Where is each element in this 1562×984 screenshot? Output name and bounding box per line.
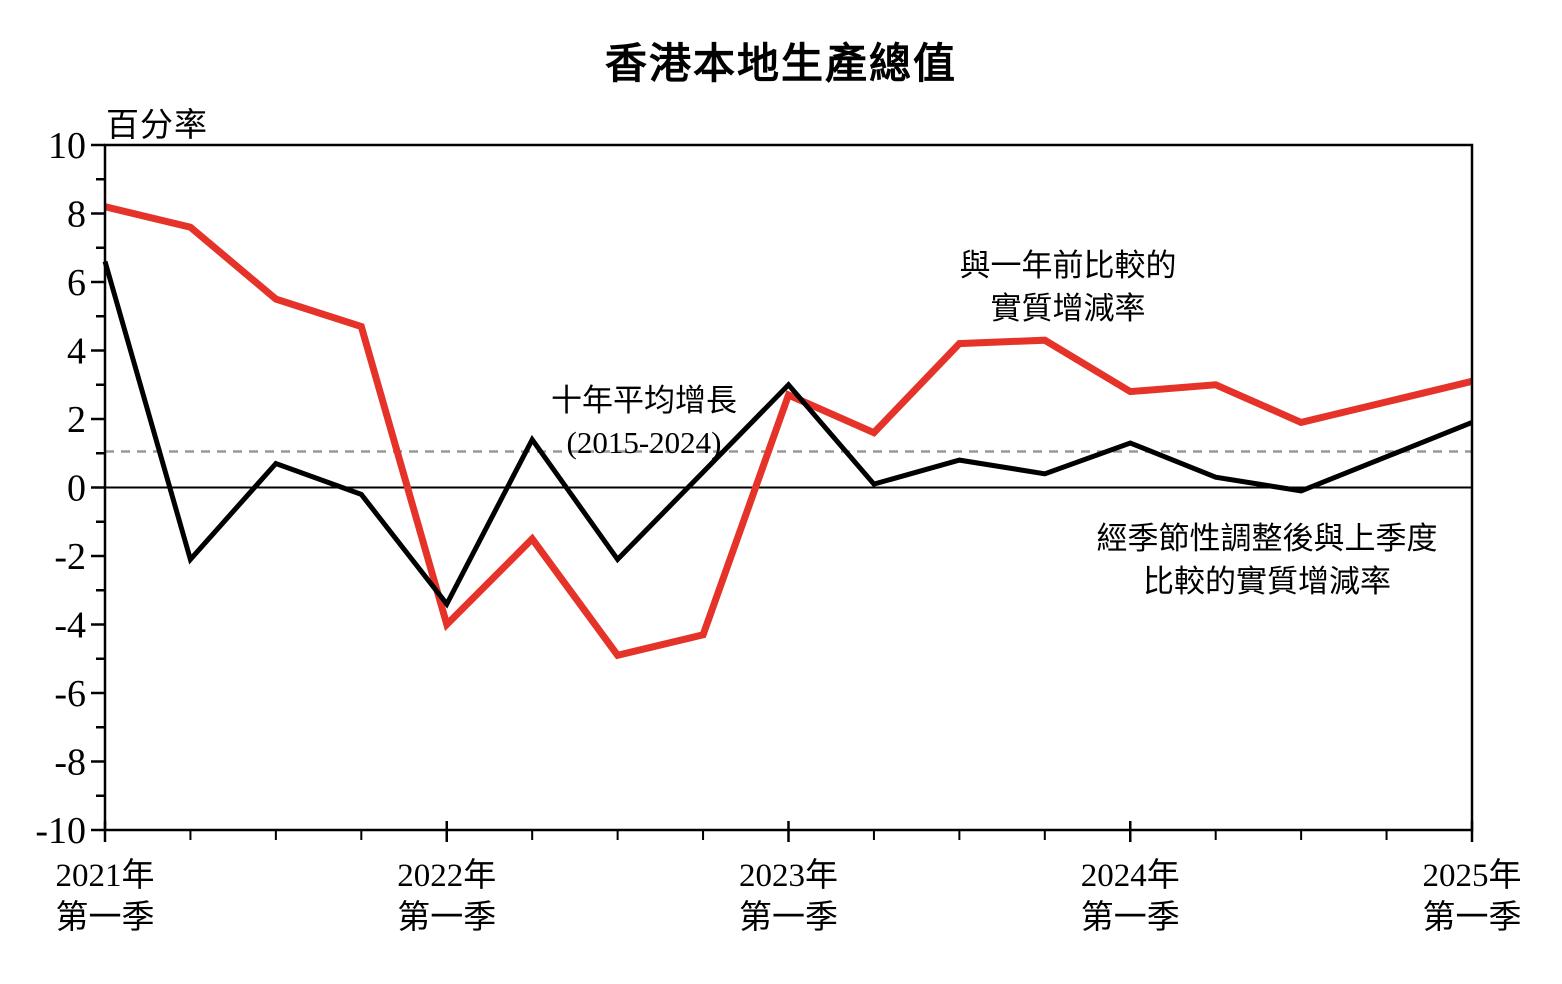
y-axis-tick-label: -4: [54, 605, 86, 647]
x-axis-quarter-label: 第一季: [56, 899, 155, 936]
x-axis-year-label: 2024年: [1081, 857, 1180, 894]
y-axis-tick-label: 2: [67, 399, 86, 441]
y-axis-tick-label: 6: [67, 262, 86, 304]
x-axis-quarter-label: 第一季: [739, 899, 838, 936]
series-yoy-line: [104, 203, 1473, 660]
y-axis-tick-label: -10: [35, 810, 86, 852]
chart-title: 香港本地生產總值: [604, 42, 957, 88]
series-qoq-line: [102, 260, 1473, 609]
annotation-line: 十年平均增長: [551, 383, 737, 418]
x-axis-year-label: 2023年: [739, 857, 838, 894]
x-axis-year-label: 2022年: [397, 857, 496, 894]
x-axis-quarter-label: 第一季: [397, 899, 496, 936]
x-axis-quarter-label: 第一季: [1423, 899, 1522, 936]
plot-border: [103, 143, 1474, 832]
y-axis-tick-label: 8: [67, 194, 86, 236]
x-axis-quarter-label: 第一季: [1081, 899, 1180, 936]
annotation-line: 與一年前比較的: [960, 248, 1177, 283]
y-axis-unit-label: 百分率: [106, 108, 208, 144]
annotation-line: 實質增減率: [991, 291, 1146, 326]
annotation-line: 比較的實質增減率: [1143, 564, 1391, 599]
y-axis-tick-label: -6: [54, 673, 86, 715]
y-axis-tick-label: 4: [67, 331, 86, 373]
annotation-ten-year-average-label: 十年平均增長 (2015-2024): [551, 383, 737, 460]
x-axis-year-label: 2025年: [1423, 857, 1522, 894]
annotation-line: (2015-2024): [567, 425, 722, 460]
x-axis-year-label: 2021年: [56, 857, 155, 894]
y-axis-tick-label: -8: [54, 742, 86, 784]
y-axis: -10 -8 -6 -4 -2 0 2 4 6 8 10: [35, 125, 105, 852]
y-axis-tick-label: 0: [67, 468, 86, 510]
y-axis-tick-label: 10: [48, 125, 86, 167]
y-axis-tick-label: -2: [54, 536, 86, 578]
annotation-line: 經季節性調整後與上季度: [1097, 521, 1438, 556]
